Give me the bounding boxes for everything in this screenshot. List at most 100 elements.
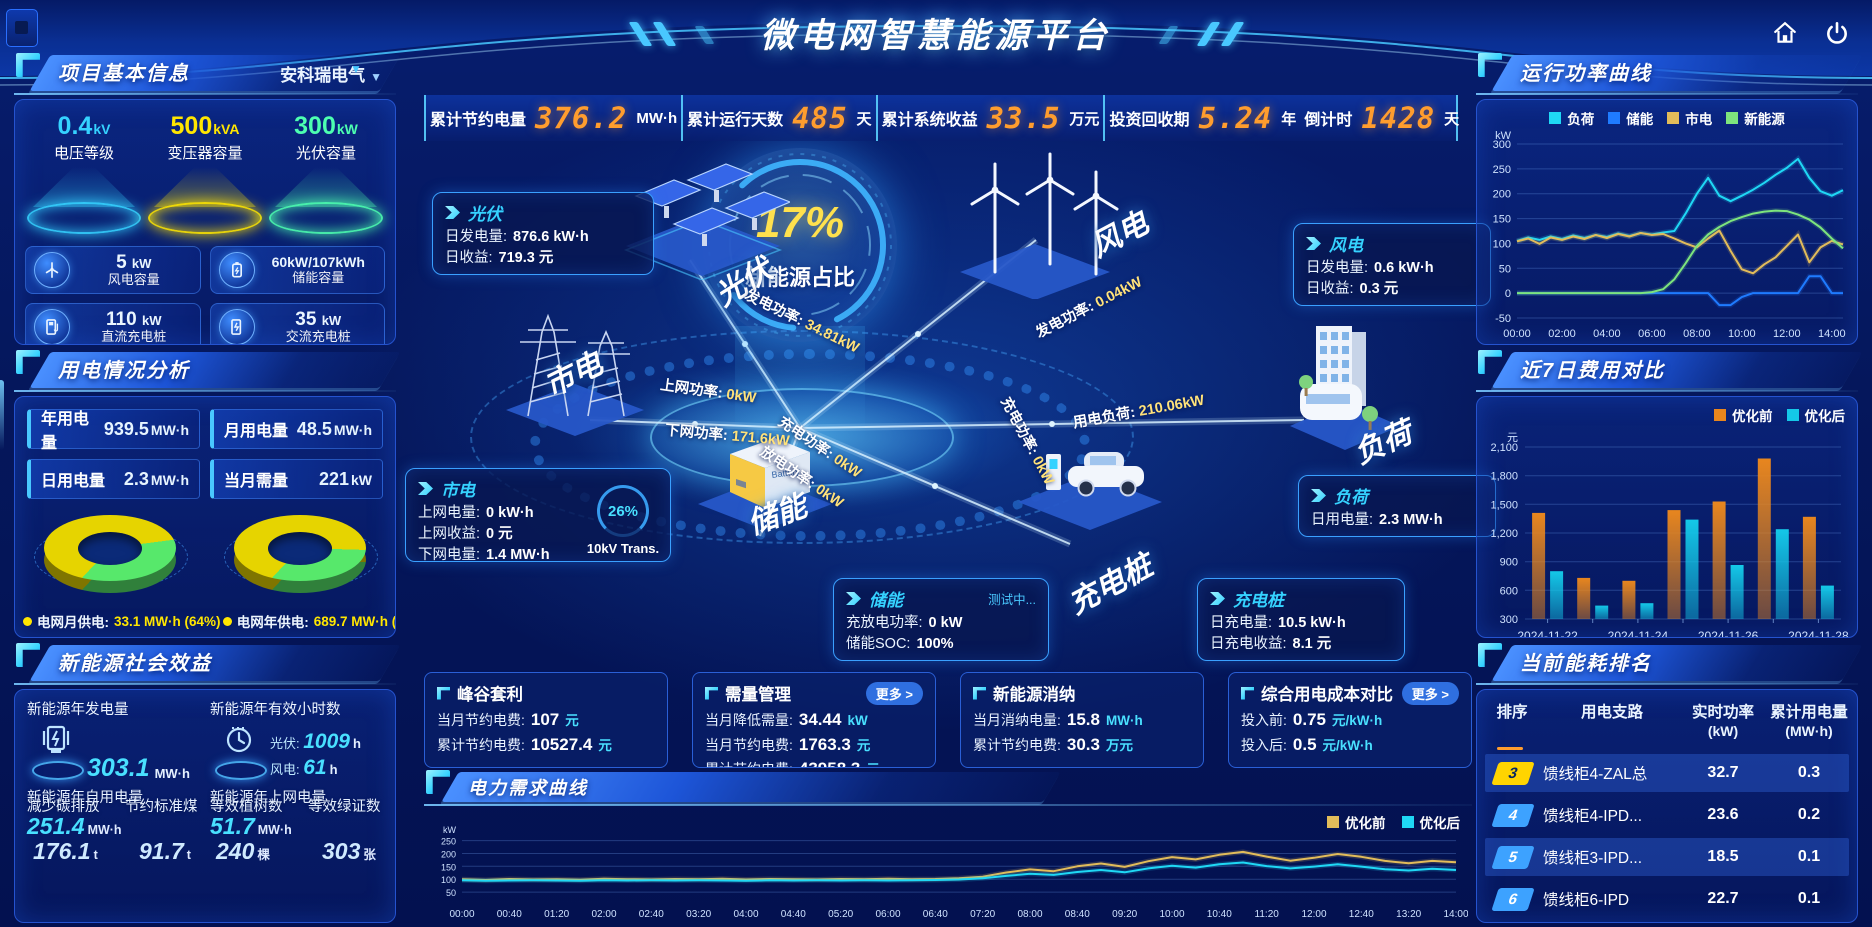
svg-text:03:20: 03:20: [686, 909, 711, 920]
pedestal-base: [215, 761, 267, 780]
capacity-card-3: 35 kW 交流充电桩: [209, 303, 385, 344]
svg-text:10:00: 10:00: [1728, 328, 1756, 340]
spotlight-value: 500kVA: [170, 112, 240, 140]
summary-card-title: 综合用电成本对比: [1261, 686, 1393, 704]
panel-power-curve: 运行功率曲线 负荷 储能 市电 新能源 300 250 200 150 100 50 0 -50 kW…: [1476, 53, 1863, 345]
svg-text:02:00: 02:00: [1548, 328, 1576, 340]
legend-label: 新能源年消纳:: [237, 635, 323, 637]
legend-item-负荷: 负荷: [1549, 108, 1594, 128]
more-button[interactable]: 更多 >: [865, 681, 923, 705]
corner-glyph-icon: [1241, 686, 1254, 700]
social-col2: 新能源年有效小时数 光伏: 1009 h 风电: 61 h: [210, 698, 383, 870]
kpi-unit: 天: [856, 110, 872, 128]
summary-key: 投入前:: [1241, 712, 1287, 728]
info-box-title: 充电桩: [1210, 586, 1392, 611]
platform-ring-ticks: [530, 349, 1090, 541]
home-icon[interactable]: [1768, 16, 1802, 50]
ranking-row-6: 6 馈线柜6-IPD 22.7 0.1: [1485, 880, 1849, 918]
svg-text:00:00: 00:00: [449, 909, 474, 920]
svg-text:2024-11-24: 2024-11-24: [1608, 629, 1669, 638]
info-key: 上网电量:: [418, 505, 481, 521]
annual-effective-hours: 新能源年有效小时数 光伏: 1009 h 风电: 61 h: [210, 698, 383, 784]
svg-text:04:00: 04:00: [1593, 328, 1621, 340]
info-row: 上网收益: 0 元: [418, 525, 568, 543]
cumulative-energy: 0.3: [1797, 764, 1821, 782]
legend-swatch-icon: [1667, 112, 1680, 124]
spotlight-1: 500kVA 变压器容量: [146, 112, 264, 234]
usage-stats: 年用电量 939.5 MW·h 月用电量 48.5 MW·h 日用电量 2.3 MW·h 当月需量…: [15, 397, 395, 503]
cost-compare-chart: 2,100 1,800 1,500 1,200 900 600 300 元 2024-11-22…: [1490, 432, 1848, 638]
info-value: 876.6 kW·h: [513, 229, 589, 245]
power-icon[interactable]: [1820, 16, 1854, 50]
summary-row: 当月消纳电量: 15.8 MW·h: [973, 708, 1191, 733]
corner-widget[interactable]: [6, 9, 38, 47]
cumulative-energy: 0.1: [1797, 890, 1821, 908]
spotlight-label: 变压器容量: [167, 145, 243, 162]
info-row: 储能SOC: 100%: [846, 635, 1036, 653]
ranking-header-1: 用电支路: [1580, 704, 1643, 721]
cumulative-energy: 0.2: [1797, 806, 1821, 824]
card-value: 110 kW: [106, 308, 162, 330]
svg-text:250: 250: [1493, 164, 1511, 176]
info-key: 充放电功率:: [846, 615, 923, 631]
summary-unit: 元/kW·h: [1322, 737, 1373, 753]
load-building-illustration: [1286, 310, 1404, 465]
legend-swatch-icon: [1714, 409, 1726, 421]
corner-glyph-icon: [973, 686, 986, 700]
legend-dot-icon: [222, 616, 232, 626]
stat-value: 303.1: [87, 754, 150, 782]
annual-selfuse-overlap: 新能源年自用电量 减少碳排放 节约标准煤 251.4 MW·h 176.1 t 91…: [27, 786, 200, 870]
svg-text:02:00: 02:00: [591, 909, 616, 920]
summary-value: 10527.4: [530, 734, 593, 754]
company-dropdown[interactable]: 安科瑞电气 ▼: [280, 66, 382, 85]
info-row: 充放电功率: 0 kW: [846, 614, 1036, 632]
title-deco-slash: [1196, 22, 1221, 46]
svg-text:13:20: 13:20: [1396, 909, 1421, 920]
kpi-unit: 年: [1281, 110, 1297, 128]
collapse-caret-icon[interactable]: ▼: [350, 62, 362, 76]
summary-unit: 元: [856, 737, 871, 753]
info-key: 下网电量:: [418, 547, 481, 564]
legend-value: 19 MW·h (36%): [128, 638, 223, 639]
wind-icon: [34, 252, 70, 288]
usage-stat-0: 年用电量 939.5 MW·h: [27, 409, 200, 452]
social-benefit-grid: 新能源年发电量 303.1 MW·h 新能源年自用电量 减少碳排放: [15, 690, 395, 878]
info-rows: 日发电量: 876.6 kW·h 日收益: 719.3 元: [445, 228, 641, 267]
wind-illustration: [950, 124, 1120, 304]
svg-text:300: 300: [1500, 614, 1518, 626]
panel-header: 当前能耗排名: [1476, 643, 1863, 685]
hours-lines: 光伏: 1009 h 风电: 61 h: [270, 729, 361, 782]
spotlight-0: 0.4kV 电压等级: [25, 112, 143, 234]
chevron-down-icon: ▼: [370, 70, 382, 84]
stat-label: 新能源年自用电量: [27, 790, 143, 806]
panel-title: 运行功率曲线: [1520, 63, 1652, 85]
card-label: 直流充电桩: [101, 329, 167, 345]
panel-usage-analysis: 用电情况分析 年用电量 939.5 MW·h 月用电量 48.5 MW·h 日用电量 2.3 M…: [14, 350, 401, 639]
battery-icon: [218, 252, 255, 288]
svg-text:300: 300: [1493, 139, 1511, 151]
legend-item-新能源: 新能源: [1726, 108, 1785, 128]
more-button[interactable]: 更多 >: [1401, 681, 1459, 705]
usage-stat-2: 日用电量 2.3 MW·h: [27, 459, 200, 499]
wind-info-box: 风电 日发电量: 0.6 kW·h 日收益: 0.3 元: [1293, 223, 1491, 307]
capacity-card-2: 110 kW 直流充电桩: [25, 303, 201, 345]
page-title: 微电网智慧能源平台: [760, 17, 1112, 55]
donut-legends: 电网月供电: 33.1 MW·h (64%) 新能源月消纳: 19 MW·h (36%…: [15, 601, 395, 639]
legend-label: 优化后: [1804, 409, 1846, 424]
title-deco-slash: [694, 26, 715, 44]
legend-label: 电网月供电:: [37, 615, 109, 630]
panel-body: 排序 用电支路 实时功率 (kW) 累计用电量 (MW·h) 3 馈线柜4-ZAL总 32.7…: [1476, 689, 1858, 923]
info-value: 100%: [916, 636, 954, 653]
kpi-unit: MW·h: [636, 109, 678, 127]
card-text: 110 kW 直流充电桩: [76, 308, 192, 345]
platform-ring-outer: [470, 330, 1134, 544]
panel-title: 电力需求曲线: [468, 778, 588, 798]
svg-text:2024-11-22: 2024-11-22: [1517, 629, 1578, 638]
legend-label: 新能源: [1744, 112, 1785, 127]
donut-hole: [78, 532, 142, 565]
panel-header-line: [1476, 683, 1858, 685]
capacity-card-1: 60kW/107kWh 储能容量: [209, 246, 385, 294]
info-rows: 日用电量: 2.3 MW·h: [1311, 511, 1483, 529]
annual-feedin-overlap: 新能源年上网电量 等效植树数 等效绿证数 51.7 MW·h 240 棵 303 张: [210, 786, 383, 870]
storage-battery-illustration: Battery: [690, 416, 840, 545]
